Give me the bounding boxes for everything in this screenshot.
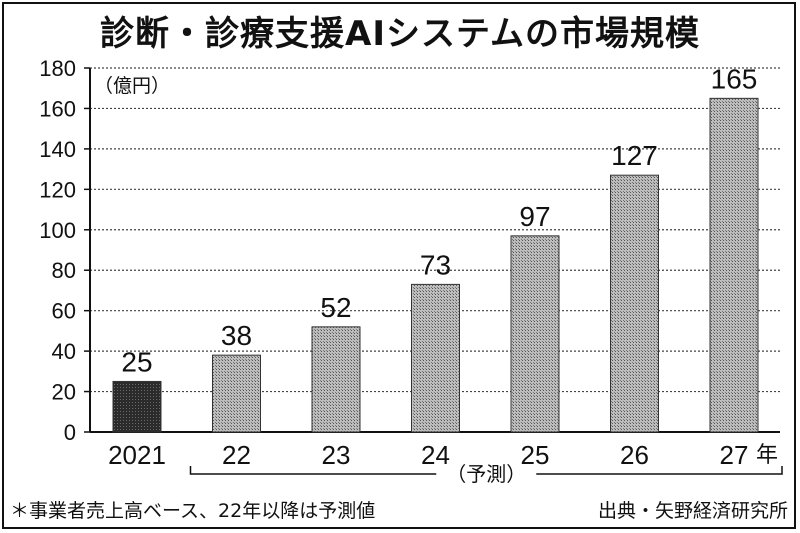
chart-title: 診断・診療支援AIシステムの市場規模 [100,14,700,54]
bar-22 [212,354,261,433]
bar-24 [411,283,460,433]
bar-23 [311,326,361,433]
y-tick-label: 140 [39,137,76,162]
y-tick-label: 180 [39,56,76,81]
value-label: 73 [420,249,451,280]
x-tick-label: 23 [322,440,351,470]
y-tick-label: 60 [52,299,76,324]
labels: 0 20 40 60 80 100 120 140 160 180 25 2021 38 22 52 23 73… [39,56,778,486]
forecast-label: （予測） [446,463,526,486]
x-tick-label: 27 [720,440,749,470]
y-tick-label: 120 [39,177,76,202]
forecast-bracket [189,466,783,475]
y-tick-label: 160 [39,96,76,121]
bars [112,97,759,433]
bar-2021 [112,380,162,433]
bar-26 [610,174,659,433]
x-tick-label: 26 [620,440,649,470]
bar-27 [709,97,759,433]
y-tick-label: 0 [64,420,76,445]
x-unit-label: 年 [756,442,778,467]
y-tick-label: 40 [52,339,76,364]
value-label: 25 [121,346,152,377]
x-tick-label: 22 [222,440,251,470]
x-tick-label: 25 [521,440,550,470]
y-tick-label: 20 [52,380,76,405]
x-tick-label: 2021 [108,440,166,470]
value-label: 165 [711,63,758,94]
y-tick-label: 100 [39,218,76,243]
value-label: 52 [320,292,351,323]
value-label: 97 [519,201,550,232]
y-tick-label: 80 [52,258,76,283]
y-unit-label: （億円） [94,75,170,97]
value-label: 127 [611,140,658,171]
x-tick-label: 24 [421,440,450,470]
footnote: ＊事業者売上高ベース、22年以降は予測値 [10,500,376,522]
value-label: 38 [221,320,252,351]
source-credit: 出典・矢野経済研究所 [597,500,788,522]
bar-25 [510,235,560,433]
